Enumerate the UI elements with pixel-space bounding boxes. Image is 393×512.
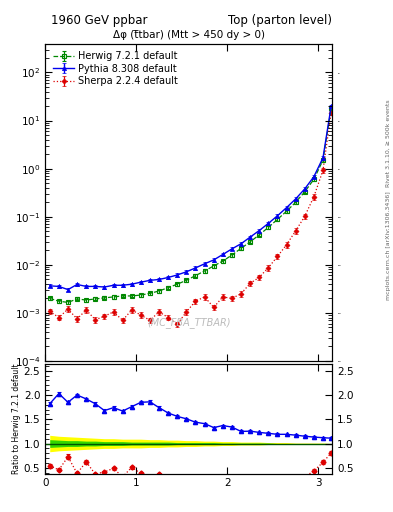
Y-axis label: Ratio to Herwig 7.2.1 default: Ratio to Herwig 7.2.1 default — [12, 363, 21, 474]
Text: (MC_FBA_TTBAR): (MC_FBA_TTBAR) — [147, 317, 230, 328]
Text: 1960 GeV ppbar: 1960 GeV ppbar — [51, 14, 148, 27]
Text: Top (parton level): Top (parton level) — [228, 14, 332, 27]
Text: Rivet 3.1.10, ≥ 500k events: Rivet 3.1.10, ≥ 500k events — [386, 99, 391, 187]
Text: Δφ (t̅tbar) (Mtt > 450 dy > 0): Δφ (t̅tbar) (Mtt > 450 dy > 0) — [113, 30, 264, 40]
Legend: Herwig 7.2.1 default, Pythia 8.308 default, Sherpa 2.2.4 default: Herwig 7.2.1 default, Pythia 8.308 defau… — [50, 48, 181, 89]
Text: mcplots.cern.ch [arXiv:1306.3436]: mcplots.cern.ch [arXiv:1306.3436] — [386, 191, 391, 300]
